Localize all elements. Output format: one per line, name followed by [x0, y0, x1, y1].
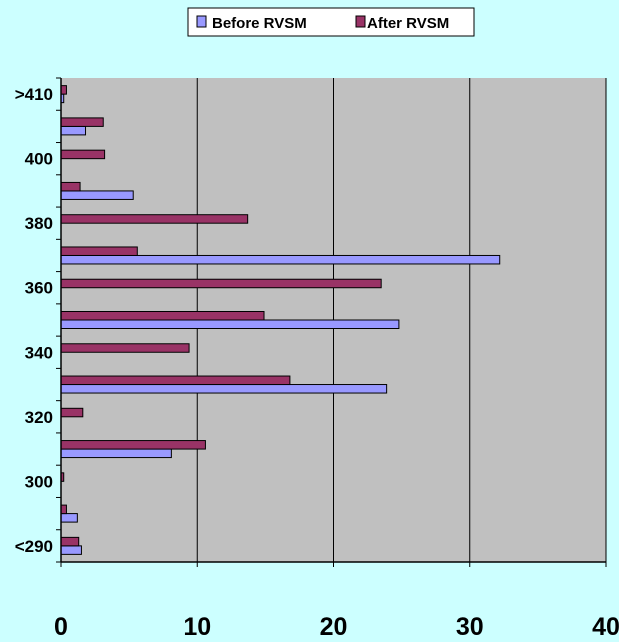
y-tick-label: >410: [15, 85, 53, 104]
y-tick-label: 340: [25, 343, 53, 362]
bar-after-rvsm: [60, 375, 291, 386]
bar-before-rvsm: [60, 448, 172, 459]
x-tick-label: 40: [592, 613, 619, 641]
bar-before-rvsm: [60, 319, 400, 329]
y-tick-label: 360: [25, 279, 53, 298]
legend-swatch-after: [355, 15, 366, 28]
y-tick-label: 320: [25, 408, 53, 427]
bar-after-rvsm: [60, 181, 81, 192]
bar-after-rvsm: [60, 536, 80, 547]
y-tick-label: 300: [25, 472, 53, 491]
bar-after-rvsm: [60, 440, 206, 450]
bars: [60, 85, 501, 555]
bar-after-rvsm: [60, 85, 67, 95]
bar-before-rvsm: [60, 254, 501, 265]
y-axis-labels: <290 300 320 340 360 380 400 >410: [15, 85, 53, 556]
legend-swatch-before: [196, 15, 207, 28]
x-tick-label: 10: [183, 613, 211, 641]
axes: [56, 77, 607, 567]
bar-after-rvsm: [60, 278, 382, 289]
bar-before-rvsm: [60, 513, 78, 523]
legend: Before RVSM After RVSM: [187, 7, 475, 37]
bar-after-rvsm: [60, 407, 84, 418]
x-tick-label: 30: [456, 613, 484, 641]
x-tick-label: 0: [54, 613, 68, 641]
bar-after-rvsm: [60, 311, 265, 321]
x-axis-labels: 0 10 20 30 40: [54, 613, 619, 641]
bar-before-rvsm: [60, 545, 82, 555]
bar-after-rvsm: [60, 214, 249, 224]
legend-box: [187, 7, 475, 37]
bar-after-rvsm: [60, 343, 190, 353]
bar-before-rvsm: [60, 190, 134, 200]
y-tick-label: <290: [15, 537, 53, 556]
legend-label-before: Before RVSM: [212, 15, 307, 32]
bar-after-rvsm: [60, 149, 106, 160]
legend-label-after: After RVSM: [367, 15, 449, 32]
bar-before-rvsm: [60, 384, 388, 394]
bar-before-rvsm: [60, 125, 87, 136]
x-tick-label: 20: [320, 613, 348, 641]
y-tick-label: 400: [25, 150, 53, 169]
bar-after-rvsm: [60, 117, 104, 127]
bar-after-rvsm: [60, 504, 67, 515]
y-tick-label: 380: [25, 214, 53, 233]
bar-after-rvsm: [60, 246, 138, 256]
